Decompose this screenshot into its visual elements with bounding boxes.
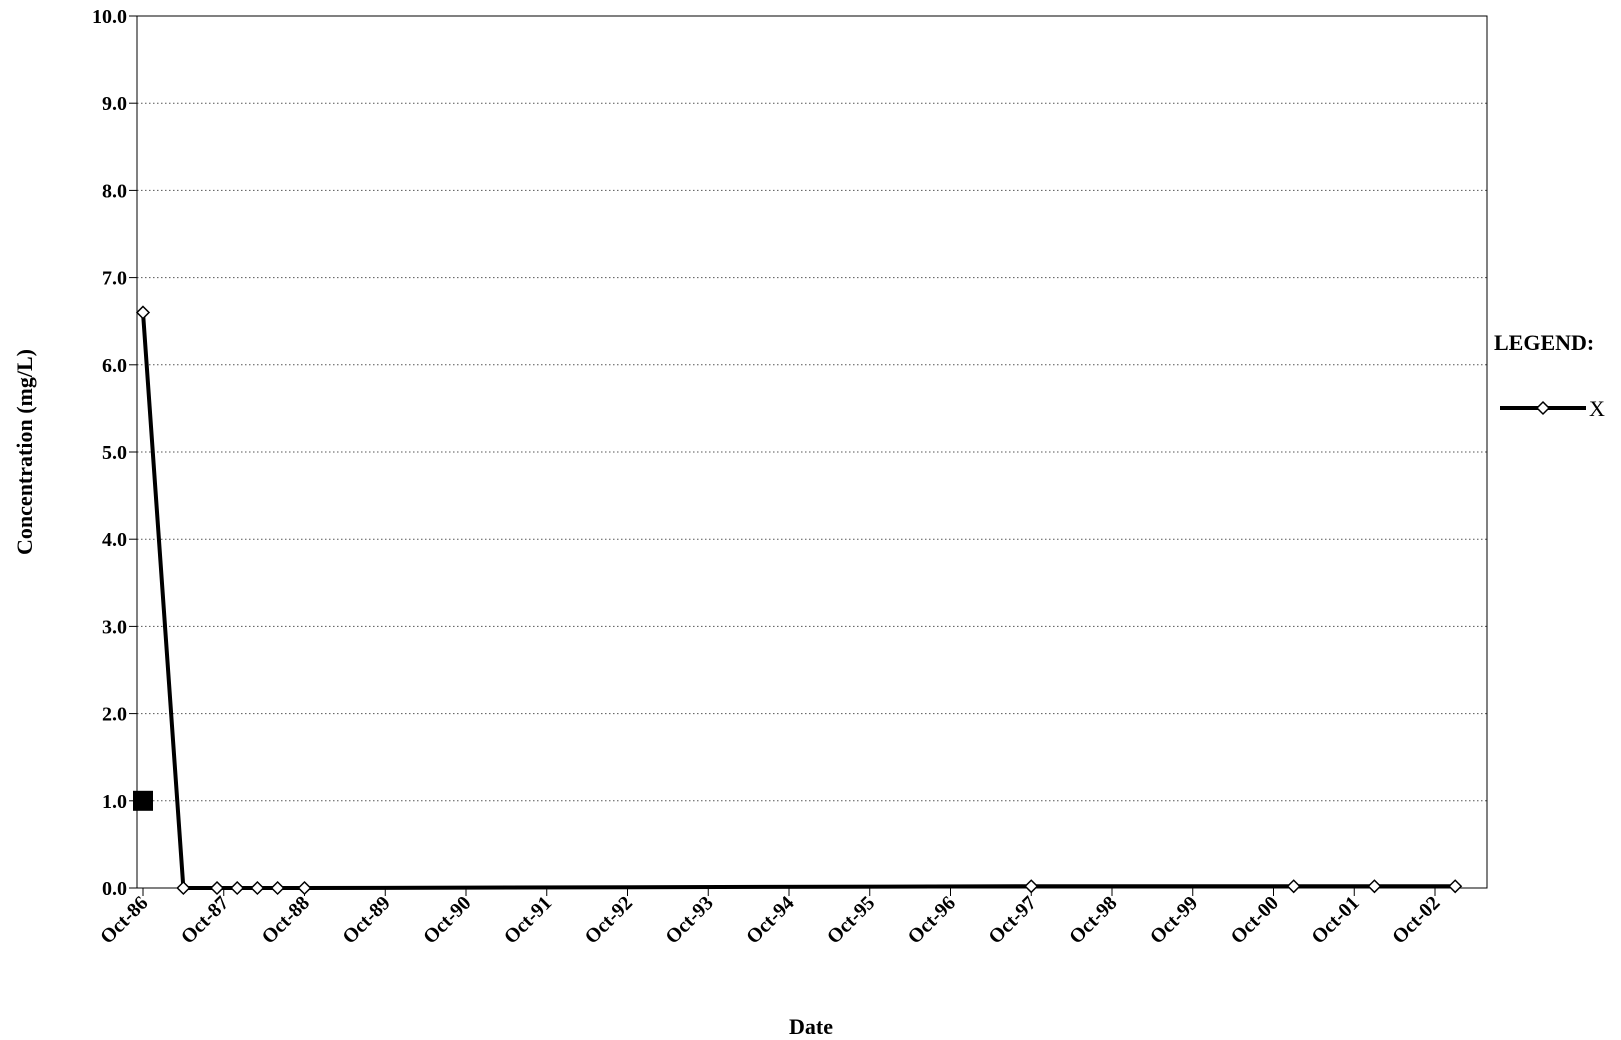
y-tick-label: 7.0 [102,268,127,290]
y-tick-label: 4.0 [102,529,127,551]
x-tick-label: Oct-89 [338,892,394,948]
x-tick-label: Oct-88 [258,892,314,948]
x-tick-label: Oct-01 [1307,892,1363,948]
series-line [141,312,1456,890]
x-axis: Oct-86 Oct-87 Oct-88 Oct-89 Oct-90 Oct-91 Oct-… [96,888,1445,948]
data-point [1286,879,1301,894]
y-tick-label: 2.0 [102,704,127,726]
series-x [135,305,1463,896]
filled-square-marker [133,790,153,811]
x-tick-label: Oct-98 [1065,892,1121,948]
annotations [133,790,153,811]
y-axis-title: Concentration (mg/L) [12,349,37,555]
y-tick-label: 8.0 [102,180,127,202]
data-point [1448,879,1463,894]
x-tick-label: Oct-93 [661,892,717,948]
legend-entry-x: X [1589,396,1605,421]
y-tick-label: 3.0 [102,616,127,638]
x-tick-label: Oct-00 [1227,892,1283,948]
data-point [270,880,285,896]
x-tick-label: Oct-94 [742,892,798,948]
plot-frame [136,15,1488,889]
legend: LEGEND: X [1494,330,1605,421]
x-tick-label: Oct-91 [500,892,556,948]
x-tick-label: Oct-95 [823,892,879,948]
legend-diamond-marker [1535,400,1551,416]
y-tick-label: 10.0 [92,6,127,28]
data-point [297,880,312,896]
x-tick-label: Oct-96 [904,892,960,948]
x-axis-title: Date [789,1014,833,1039]
data-point [1024,879,1039,894]
y-tick-label: 6.0 [102,355,127,377]
x-tick-label: Oct-02 [1388,892,1444,948]
x-tick-label: Oct-92 [581,892,637,948]
gridlines [137,102,1487,802]
y-tick-label: 9.0 [102,93,127,115]
data-point [1367,879,1382,894]
data-point [230,880,245,896]
x-tick-label: Oct-87 [177,892,233,948]
data-point [209,880,225,896]
y-tick-label: 5.0 [102,442,127,464]
y-tick-label: 1.0 [102,791,127,813]
data-point [250,880,265,896]
x-tick-label: Oct-97 [984,892,1040,948]
x-tick-label: Oct-90 [419,892,475,948]
y-axis: 0.0 1.0 2.0 3.0 4.0 5.0 6.0 7.0 8.0 9.0 10.0 [92,6,137,900]
x-tick-label: Oct-99 [1146,892,1202,948]
data-point [135,305,151,320]
y-tick-label: 0.0 [102,878,127,900]
legend-title: LEGEND: [1494,330,1594,355]
x-tick-label: Oct-86 [96,892,152,948]
data-point [176,880,191,896]
